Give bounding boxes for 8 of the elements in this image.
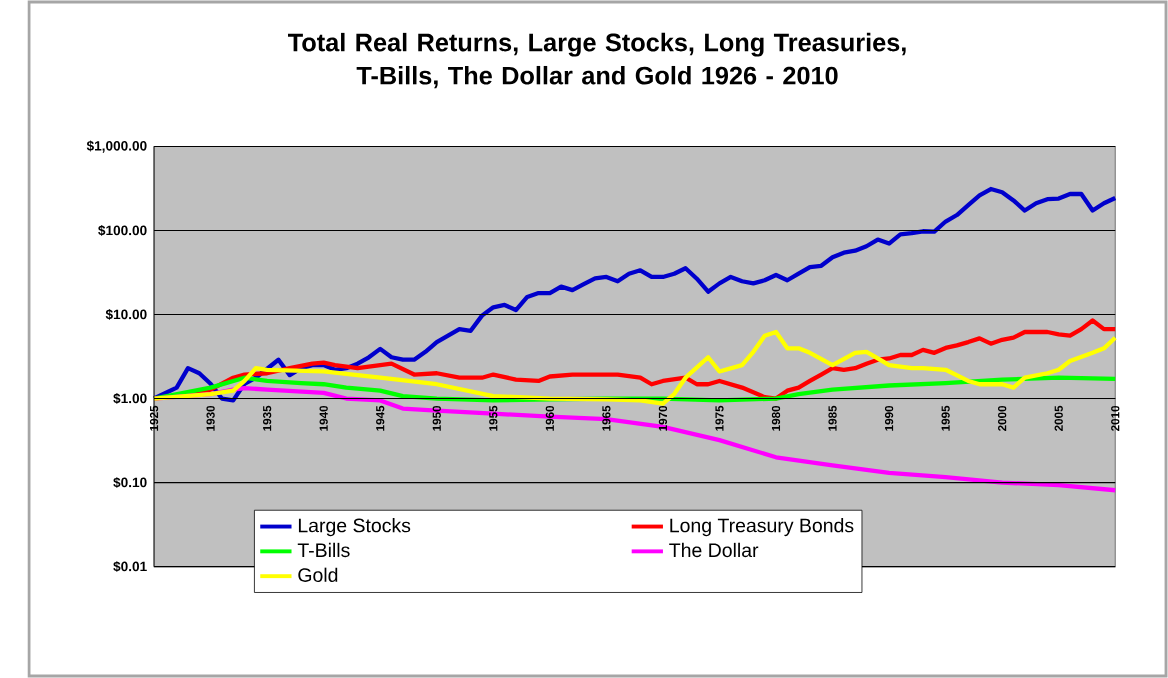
- line-series: [151, 329, 1118, 406]
- chart-title: Total Real Returns, Large Stocks, Long Treasuries, T-Bills, The Dollar and Gold 1926 - 2010: [288, 32, 906, 89]
- legend-label: Gold: [298, 567, 338, 582]
- legend-label: Long Treasury Bonds: [670, 518, 854, 537]
- legend-label: T-Bills: [297, 542, 350, 558]
- legend-label: The Dollar: [669, 542, 759, 558]
- legend-label: Large Stocks: [298, 518, 411, 537]
- line-series: [151, 186, 1118, 403]
